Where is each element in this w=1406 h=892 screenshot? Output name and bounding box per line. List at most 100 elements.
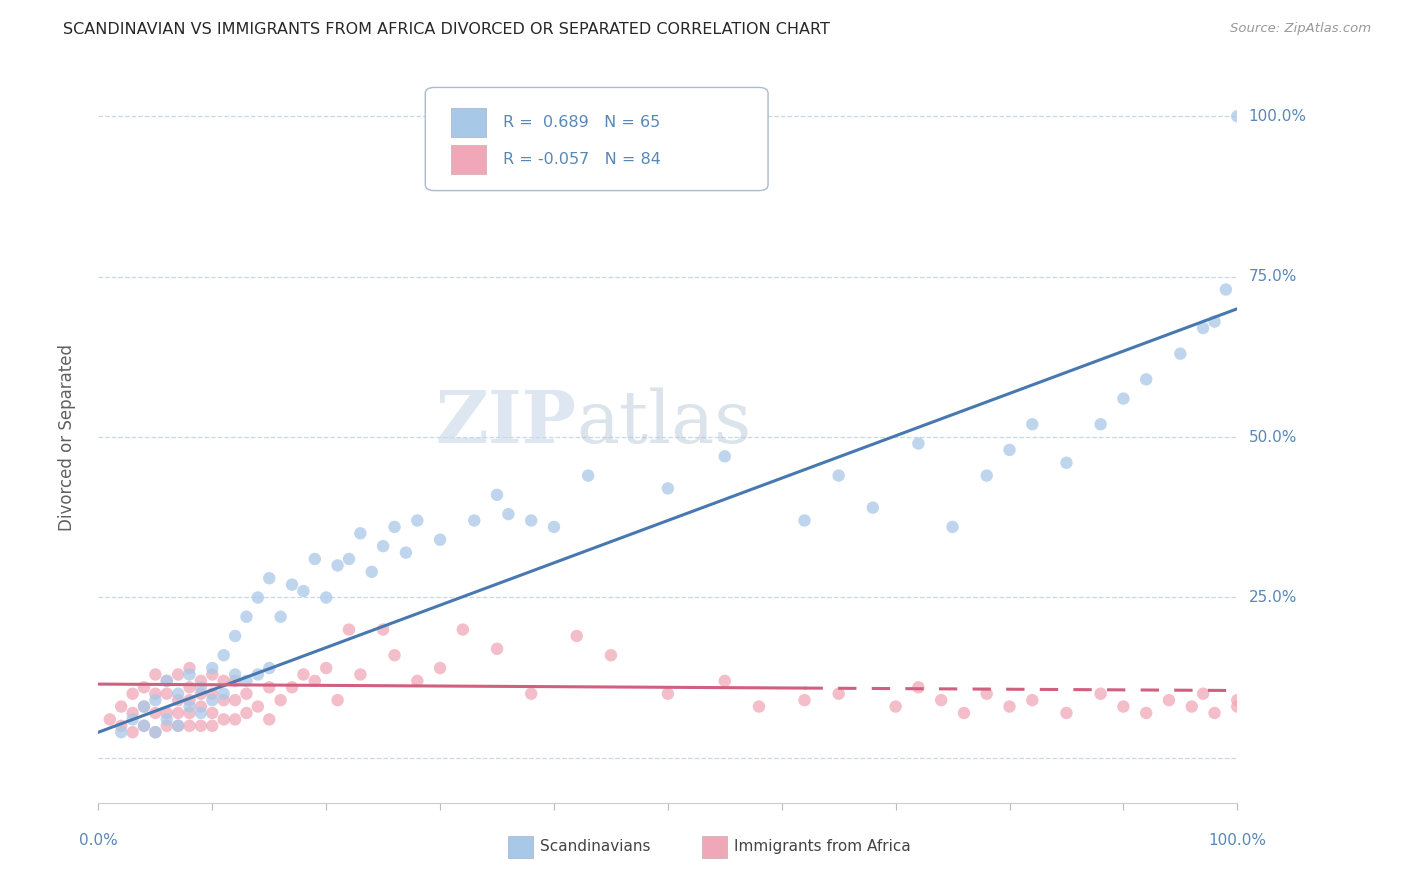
Point (1181, 699, 1204, 714)
Point (179, 699, 201, 714)
Point (828, 687, 851, 701)
Point (179, 681, 201, 695)
Text: R = -0.057   N = 84: R = -0.057 N = 84 (503, 152, 661, 167)
Point (190, 699, 212, 714)
Point (565, 629, 588, 643)
Point (259, 661, 281, 675)
Point (167, 719, 190, 733)
Point (1170, 346, 1192, 360)
Point (156, 706, 179, 720)
Point (1112, 699, 1135, 714)
Point (862, 500, 884, 515)
Point (270, 693, 292, 707)
Text: 75.0%: 75.0% (1249, 269, 1296, 285)
Point (1226, 699, 1249, 714)
Point (201, 693, 224, 707)
Point (121, 706, 143, 720)
Point (156, 673, 179, 688)
Point (110, 699, 132, 714)
Text: 100.0%: 100.0% (1208, 833, 1267, 848)
Point (145, 706, 167, 720)
Point (212, 712, 235, 726)
Point (520, 514, 543, 528)
Text: SCANDINAVIAN VS IMMIGRANTS FROM AFRICA DIVORCED OR SEPARATED CORRELATION CHART: SCANDINAVIAN VS IMMIGRANTS FROM AFRICA D… (63, 22, 830, 37)
Text: 50.0%: 50.0% (1249, 430, 1296, 444)
Point (337, 623, 360, 637)
Point (1021, 417, 1043, 432)
Point (246, 591, 269, 605)
Text: R =  0.689   N = 65: R = 0.689 N = 65 (503, 115, 659, 130)
Point (156, 673, 179, 688)
Point (121, 687, 143, 701)
Point (793, 514, 815, 528)
Point (156, 712, 179, 726)
Point (132, 699, 155, 714)
Point (201, 667, 224, 681)
Point (201, 661, 224, 675)
Point (167, 706, 190, 720)
Point (224, 693, 246, 707)
Point (1226, 693, 1249, 707)
Point (179, 667, 201, 681)
Point (337, 552, 360, 566)
Bar (702, 836, 727, 858)
Point (179, 693, 201, 707)
Point (486, 488, 509, 502)
Text: atlas: atlas (576, 387, 752, 458)
Point (259, 681, 281, 695)
Point (167, 693, 190, 707)
Point (167, 719, 190, 733)
Point (976, 468, 998, 483)
Point (1157, 693, 1180, 707)
Point (281, 681, 304, 695)
Text: ZIP: ZIP (436, 387, 576, 458)
Point (179, 661, 201, 675)
Point (235, 609, 257, 624)
Point (132, 719, 155, 733)
Point (190, 719, 212, 733)
Point (463, 514, 485, 528)
Point (907, 681, 929, 695)
Point (167, 667, 190, 681)
Point (884, 699, 907, 714)
Point (224, 667, 246, 681)
Point (1135, 706, 1157, 720)
Point (384, 648, 406, 663)
Point (156, 719, 179, 733)
Point (235, 706, 257, 720)
Text: 25.0%: 25.0% (1249, 590, 1296, 605)
Point (384, 520, 406, 534)
Point (1112, 392, 1135, 406)
Point (190, 687, 212, 701)
Point (1054, 456, 1078, 470)
Point (657, 687, 679, 701)
Point (145, 687, 167, 701)
Point (179, 706, 201, 720)
Point (714, 450, 737, 464)
Point (304, 552, 326, 566)
Point (212, 687, 235, 701)
Point (235, 673, 257, 688)
Point (1090, 687, 1112, 701)
Point (543, 520, 565, 534)
Point (212, 648, 235, 663)
Point (349, 526, 371, 541)
Point (270, 609, 292, 624)
Point (145, 667, 167, 681)
Point (942, 520, 965, 534)
Point (486, 641, 509, 656)
Text: 100.0%: 100.0% (1249, 109, 1306, 124)
Point (292, 667, 315, 681)
Point (1192, 321, 1215, 335)
Point (156, 687, 179, 701)
Point (315, 661, 337, 675)
Point (326, 558, 349, 573)
Point (600, 648, 623, 663)
Point (201, 706, 224, 720)
Point (1192, 687, 1215, 701)
Text: 0.0%: 0.0% (79, 833, 118, 848)
Point (201, 687, 224, 701)
Point (406, 673, 429, 688)
Point (145, 693, 167, 707)
Point (793, 693, 815, 707)
